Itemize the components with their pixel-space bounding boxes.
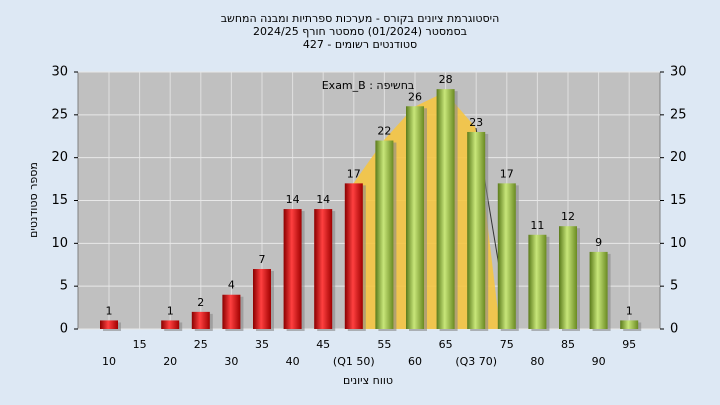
x-tick-label: 90	[592, 355, 606, 368]
x-axis-label: טווח ציונים	[343, 374, 393, 387]
bar	[222, 294, 241, 329]
bar	[497, 183, 516, 329]
y-axis-label: מספר סטודנטים	[27, 162, 40, 238]
y2-tick-label: 20	[670, 150, 687, 165]
x-tick-label: 85	[561, 338, 575, 351]
value-label: 9	[595, 236, 602, 249]
value-label: 2	[197, 296, 204, 309]
bar	[253, 269, 271, 329]
bar	[406, 106, 424, 330]
value-label: 12	[561, 210, 575, 223]
x-tick-label: 75	[500, 338, 514, 351]
x-tick-label: (Q1 50)	[333, 355, 375, 368]
x-tick-label: 95	[622, 338, 636, 351]
annotation: בחשיפה : Exam_B	[322, 79, 415, 92]
value-label: 11	[530, 219, 544, 232]
x-tick-label: 45	[316, 338, 330, 351]
value-label: 17	[347, 167, 361, 180]
chart-subtitle: בסמסטר (01/2024) סמסטר חורף 2024/25	[253, 25, 467, 38]
bar	[467, 131, 486, 329]
y2-tick-label: 15	[670, 193, 687, 208]
y2-tick-label: 25	[670, 107, 687, 122]
bar	[344, 183, 363, 329]
bar	[559, 226, 577, 329]
x-tick-label: 25	[194, 338, 208, 351]
bar	[283, 209, 302, 329]
x-tick-label: 55	[377, 338, 391, 351]
bar	[375, 140, 394, 329]
x-tick-label: 65	[439, 338, 453, 351]
chart-title: היסטוגרמת ציונים בקורס - מערכות ספרתיות …	[221, 12, 500, 25]
y-tick-label: 10	[51, 236, 68, 251]
chart-subtitle-2: סטודנטים רשומים - 427	[303, 38, 417, 51]
value-label: 7	[259, 253, 266, 266]
value-label: 14	[286, 193, 300, 206]
x-tick-label: 15	[133, 338, 147, 351]
value-label: 14	[316, 193, 330, 206]
bar	[191, 311, 210, 329]
y-tick-label: 0	[60, 322, 68, 337]
y2-tick-label: 30	[670, 65, 687, 80]
y-tick-label: 5	[60, 279, 68, 294]
bar	[528, 234, 547, 329]
bar	[314, 209, 333, 329]
y-tick-label: 20	[51, 150, 68, 165]
x-tick-label: (Q3 70)	[455, 355, 497, 368]
value-label: 1	[167, 304, 174, 317]
value-label: 22	[377, 125, 391, 138]
bar	[620, 320, 639, 329]
x-tick-label: 60	[408, 355, 422, 368]
x-tick-label: 30	[224, 355, 238, 368]
value-label: 1	[106, 304, 113, 317]
bar	[100, 320, 118, 329]
x-tick-label: 40	[286, 355, 300, 368]
y-tick-label: 25	[51, 107, 68, 122]
y-tick-label: 15	[51, 193, 68, 208]
x-tick-label: 35	[255, 338, 269, 351]
value-label: 17	[500, 167, 514, 180]
value-label: 28	[439, 73, 453, 86]
y2-tick-label: 0	[670, 322, 678, 337]
value-label: 26	[408, 90, 422, 103]
x-tick-label: 20	[163, 355, 177, 368]
x-tick-label: 10	[102, 355, 116, 368]
value-label: 4	[228, 279, 235, 292]
y2-tick-label: 5	[670, 279, 678, 294]
y2-tick-label: 10	[670, 236, 687, 251]
x-tick-label: 80	[530, 355, 544, 368]
y-tick-label: 30	[51, 65, 68, 80]
bar	[589, 251, 608, 329]
value-label: 23	[469, 116, 483, 129]
value-label: 1	[626, 304, 633, 317]
bar	[436, 89, 455, 329]
bar	[161, 320, 180, 329]
